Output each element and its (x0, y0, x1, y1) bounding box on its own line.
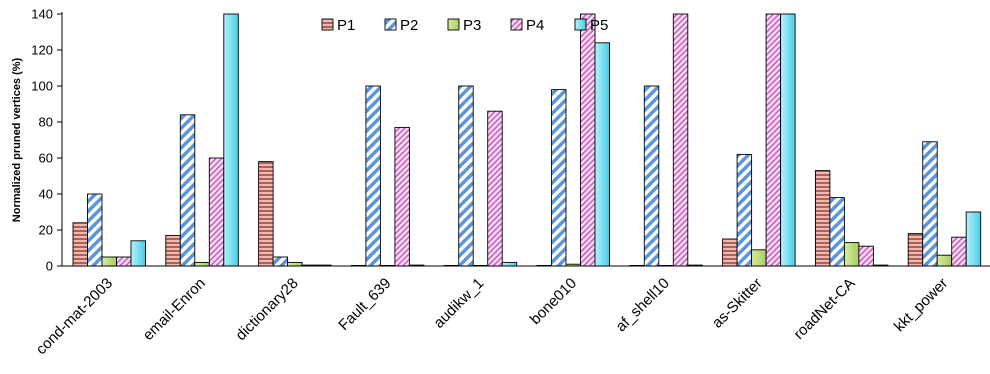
bar-p3 (287, 261, 303, 267)
bar-p2 (87, 193, 103, 267)
bars (72, 13, 982, 267)
x-tick-label: dictionary28 (232, 275, 301, 344)
legend-label: P2 (400, 17, 418, 34)
y-tick-label: 140 (31, 7, 53, 22)
x-tick-label: roadNet-CA (790, 275, 858, 343)
legend-label: P3 (463, 17, 481, 34)
bar-p1 (722, 238, 738, 267)
y-tick-label: 40 (39, 187, 53, 202)
x-tick-label: kkt_power (891, 275, 951, 335)
x-axis: cond-mat-2003 email-Enron dictionary28 Faul… (33, 275, 952, 358)
bar-p2 (272, 256, 289, 267)
x-tick-label: af_shell10 (612, 275, 672, 335)
bar-p5 (130, 240, 146, 267)
bar-p4 (580, 13, 596, 267)
bar-p1 (814, 170, 831, 267)
legend-label: P5 (590, 17, 608, 34)
x-tick-label: Fault_639 (335, 275, 394, 334)
bar-p1 (165, 234, 181, 267)
x-tick-label: cond-mat-2003 (33, 275, 116, 358)
bar-p4 (116, 256, 132, 267)
y-tick-label: 120 (31, 43, 53, 58)
bar-p3 (101, 256, 117, 267)
x-tick-label: bone010 (527, 275, 580, 328)
y-axis: 0 20 40 60 80 100 120 140 (31, 7, 62, 274)
bar-p2 (179, 114, 196, 267)
legend-swatch-p1 (321, 18, 334, 31)
bar-p4 (208, 157, 225, 267)
bar-p5 (223, 13, 239, 267)
legend-swatch-p3 (447, 18, 460, 31)
bar-p3 (843, 242, 860, 267)
axis-lines (61, 12, 990, 267)
y-axis-label: Normalized pruned vertices (%) (11, 57, 23, 222)
bar-p3 (194, 261, 210, 267)
bar-p2 (829, 197, 845, 267)
y-tick-label: 60 (39, 151, 53, 166)
y-tick-label: 0 (46, 259, 53, 274)
bar-p2 (551, 89, 567, 267)
legend-swatch-p4 (510, 18, 523, 31)
y-tick-label: 100 (31, 79, 53, 94)
legend-swatch-p2 (384, 18, 397, 31)
legend-swatch-p5 (574, 18, 587, 31)
y-tick-label: 80 (39, 115, 53, 130)
bar-p4 (672, 13, 689, 267)
bar-p1 (258, 161, 274, 267)
x-tick-label: audikw_1 (430, 275, 487, 332)
bar-p4 (487, 110, 503, 267)
legend-label: P4 (526, 17, 544, 34)
bar-p5 (594, 42, 610, 267)
bar-p5 (780, 13, 796, 267)
bar-p1 (72, 222, 88, 267)
bar-p4 (765, 13, 782, 267)
bar-p4 (858, 245, 874, 267)
x-tick-label: as-Skitter (709, 275, 766, 332)
bar-p3 (751, 249, 767, 267)
bar-p2 (458, 85, 474, 267)
legend-label: P1 (337, 17, 355, 34)
bar-p4 (394, 126, 410, 267)
bar-p1 (907, 233, 924, 267)
bar-p3 (936, 254, 953, 267)
bar-p5 (501, 261, 518, 267)
bar-p2 (643, 85, 660, 267)
legend: P1 P2 P3 P4 P5 (321, 17, 608, 34)
bar-p4 (951, 236, 967, 267)
bar-p2 (365, 85, 381, 267)
y-tick-label: 20 (39, 223, 53, 238)
bar-p2 (736, 153, 753, 267)
x-tick-label: email-Enron (140, 275, 209, 344)
bar-p2 (922, 141, 938, 267)
bar-p5 (965, 211, 982, 267)
